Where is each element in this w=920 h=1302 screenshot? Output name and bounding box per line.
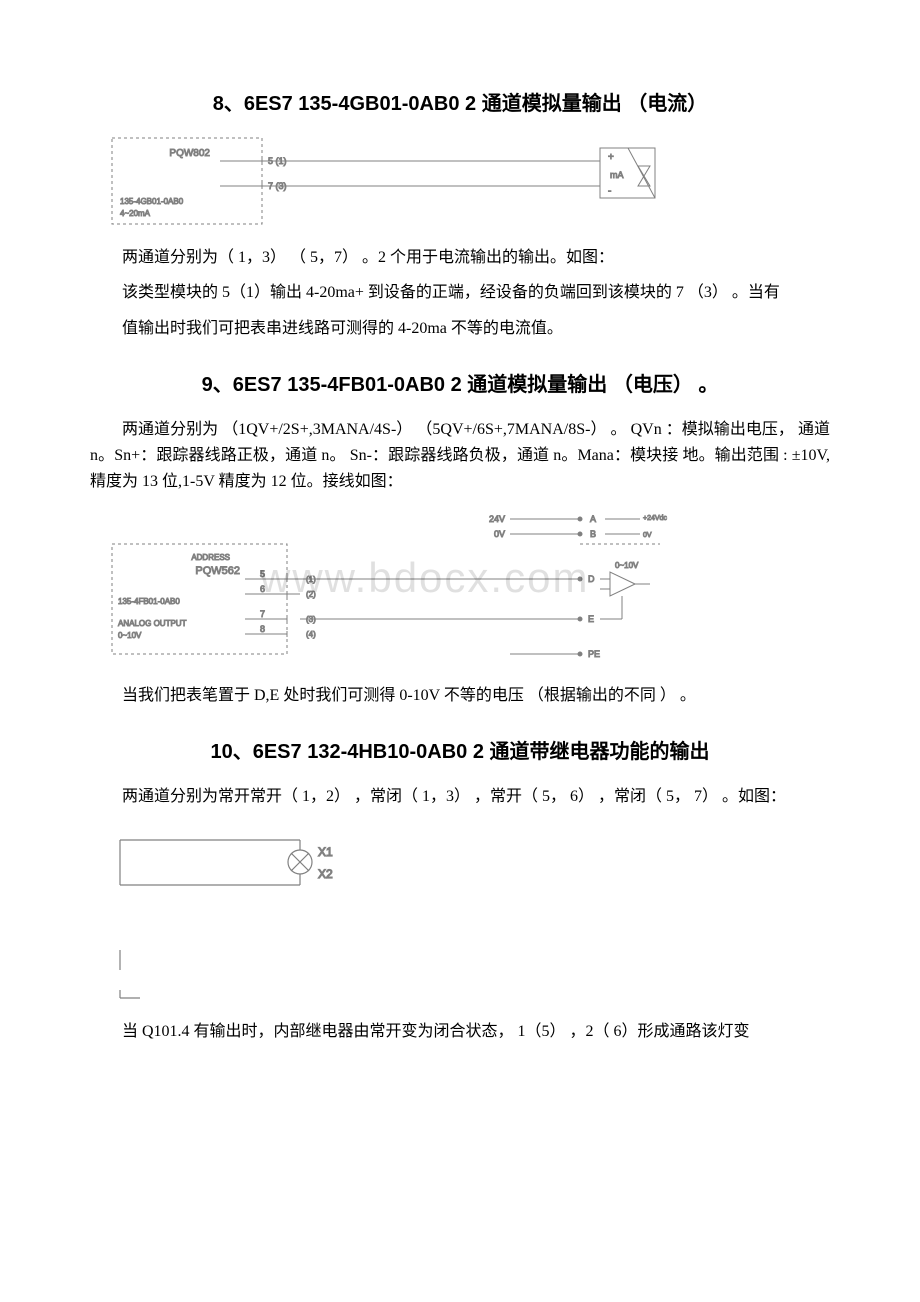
section-10-p1: 两通道分别为常开常开（ 1，2） ，常闭（ 1，3） ，常开（ 5， 6） ，常… bbox=[90, 784, 830, 810]
d9-addr-v: PQW562 bbox=[195, 565, 240, 577]
section-9-diagram: www.bdocx.com ADDRESS PQW562 135-4FB01-0… bbox=[110, 504, 830, 673]
d9-A: A bbox=[590, 514, 596, 524]
d10-x1: X1 bbox=[318, 845, 333, 859]
d8-minus: - bbox=[608, 186, 611, 197]
d9-addr-l: ADDRESS bbox=[191, 553, 230, 562]
section-9-p1: 两通道分别为 （1QV+/2S+,3MANA/4S-） （5QV+/6S+,7M… bbox=[90, 417, 830, 494]
d9-E: E bbox=[588, 614, 594, 624]
d9-24vdc: +24Vdc bbox=[643, 515, 667, 522]
d8-ma: mA bbox=[610, 170, 624, 180]
d9-rrange: 0~10V bbox=[615, 561, 639, 570]
d9-analog: ANALOG OUTPUT bbox=[118, 619, 187, 628]
d9-PE: PE bbox=[588, 649, 600, 659]
section-10-diagram: X1 X2 bbox=[110, 820, 830, 1009]
d9-p6: 6 bbox=[260, 584, 265, 594]
section-10-title: 10、6ES7 132-4HB10-0AB0 2 通道带继电器功能的输出 bbox=[90, 736, 830, 768]
d9-p7: 7 bbox=[260, 609, 265, 619]
d9-model: 135-4FB01-0AB0 bbox=[118, 597, 180, 606]
d8-pqw: PQW802 bbox=[169, 148, 210, 159]
d9-24v: 24V bbox=[489, 514, 505, 524]
d9-0v2: 0V bbox=[643, 532, 652, 539]
d8-plus: + bbox=[608, 152, 614, 163]
d8-range: 4~20mA bbox=[120, 209, 151, 218]
d9-p8: 8 bbox=[260, 624, 265, 634]
section-8-p1: 两通道分别为（ 1，3） （ 5，7） 。2 个用于电流输出的输出。如图： bbox=[90, 245, 830, 271]
d9-range: 0~10V bbox=[118, 631, 142, 640]
d9-B: B bbox=[590, 529, 596, 539]
d9-D: D bbox=[588, 574, 595, 584]
d8-model: 135-4GB01-0AB0 bbox=[120, 197, 184, 206]
d9-p8p: (4) bbox=[306, 630, 316, 639]
section-8-p2: 该类型模块的 5（1）输出 4-20ma+ 到设备的正端，经设备的负端回到该模块… bbox=[90, 280, 830, 306]
section-8-diagram: PQW802 135-4GB01-0AB0 4~20mA 5 (1) 7 (3)… bbox=[110, 136, 830, 235]
section-8-p3: 值输出时我们可把表串进线路可测得的 4-20ma 不等的电流值。 bbox=[90, 316, 830, 342]
section-10-p2: 当 Q101.4 有输出时，内部继电器由常开变为闭合状态， 1（5） ，2（ 6… bbox=[90, 1019, 830, 1045]
section-9-p2: 当我们把表笔置于 D,E 处时我们可测得 0-10V 不等的电压 （根据输出的不… bbox=[90, 683, 830, 709]
section-8-title: 8、6ES7 135-4GB01-0AB0 2 通道模拟量输出 （电流） bbox=[90, 88, 830, 120]
d9-p6p: (2) bbox=[306, 590, 316, 599]
section-9-title: 9、6ES7 135-4FB01-0AB0 2 通道模拟量输出 （电压） 。 bbox=[90, 369, 830, 401]
d9-p5: 5 bbox=[260, 569, 265, 579]
d10-x2: X2 bbox=[318, 867, 333, 881]
d9-0v: 0V bbox=[494, 529, 505, 539]
